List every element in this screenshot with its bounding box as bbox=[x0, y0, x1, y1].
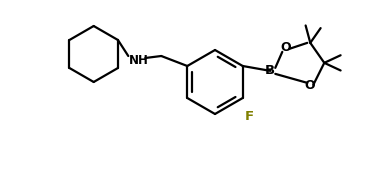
Text: B: B bbox=[265, 64, 276, 77]
Text: O: O bbox=[304, 79, 315, 92]
Text: O: O bbox=[280, 41, 291, 54]
Text: F: F bbox=[245, 110, 254, 122]
Text: NH: NH bbox=[129, 53, 149, 67]
